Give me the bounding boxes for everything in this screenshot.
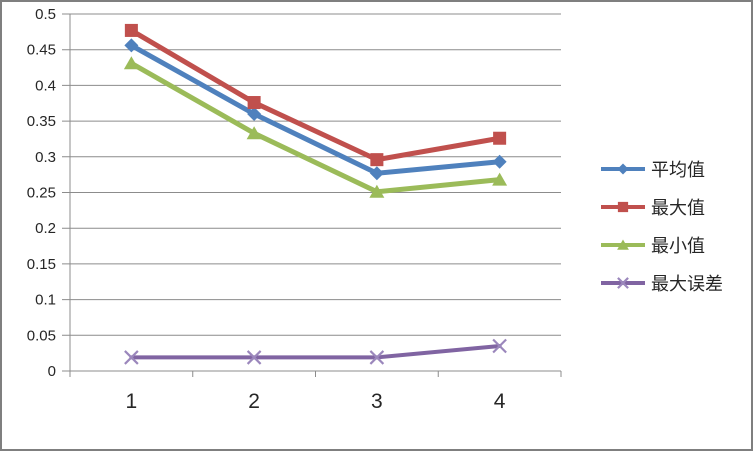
y-tick-label: 0.45: [27, 42, 56, 59]
legend-label: 平均值: [651, 160, 705, 180]
y-tick-label: 0.05: [27, 327, 56, 344]
y-tick-label: 0.35: [27, 113, 56, 130]
y-tick-label: 0.1: [35, 292, 56, 309]
marker-square: [370, 153, 384, 167]
legend-diamond-marker-icon: [601, 163, 645, 175]
series-line-triangle: [128, 60, 503, 195]
legend-label: 最大误差: [651, 274, 723, 294]
chart-legend: 平均值最大值最小值最大误差: [600, 155, 723, 307]
marker-triangle: [123, 56, 139, 70]
legend-square-marker-icon: [601, 201, 645, 213]
legend-triangle-marker-icon: [601, 239, 645, 250]
series-line-square: [128, 27, 503, 163]
legend-item: 最小值: [600, 231, 723, 259]
y-tick-label: 0.2: [35, 220, 56, 237]
y-tick-label: 0: [48, 363, 56, 380]
marker-square: [247, 96, 261, 110]
y-tick-label: 0.5: [35, 6, 56, 23]
legend-marker: [617, 277, 629, 289]
series-line-x: [129, 344, 502, 360]
marker-diamond: [247, 106, 262, 121]
marker-x: [492, 338, 507, 354]
marker-triangle: [369, 184, 385, 198]
x-tick-label: 1: [126, 390, 138, 413]
marker-x: [246, 350, 262, 365]
x-tick-label: 4: [494, 390, 506, 413]
y-tick-label: 0.25: [27, 185, 56, 202]
marker-square: [493, 131, 507, 145]
legend-label: 最大值: [651, 198, 705, 218]
marker-square: [124, 23, 138, 37]
legend-marker: [617, 239, 629, 250]
marker-triangle: [246, 126, 262, 140]
marker-x: [369, 350, 385, 365]
series-line-diamond: [128, 42, 503, 176]
legend-item: 最大误差: [600, 269, 723, 297]
legend-label: 最小值: [651, 236, 705, 256]
marker-diamond: [369, 166, 384, 181]
marker-x: [124, 350, 139, 365]
x-tick-label: 2: [248, 390, 260, 413]
legend-marker: [617, 201, 629, 213]
marker-triangle: [492, 172, 508, 186]
legend-item: 平均值: [600, 155, 723, 183]
legend-x-marker-icon: [601, 277, 645, 289]
legend-item: 最大值: [600, 193, 723, 221]
y-tick-label: 0.15: [27, 256, 56, 273]
y-tick-label: 0.4: [35, 77, 56, 94]
y-tick-label: 0.3: [35, 149, 56, 166]
legend-marker: [617, 163, 629, 175]
marker-diamond: [124, 38, 139, 53]
x-tick-label: 3: [371, 390, 383, 413]
marker-diamond: [492, 154, 507, 169]
